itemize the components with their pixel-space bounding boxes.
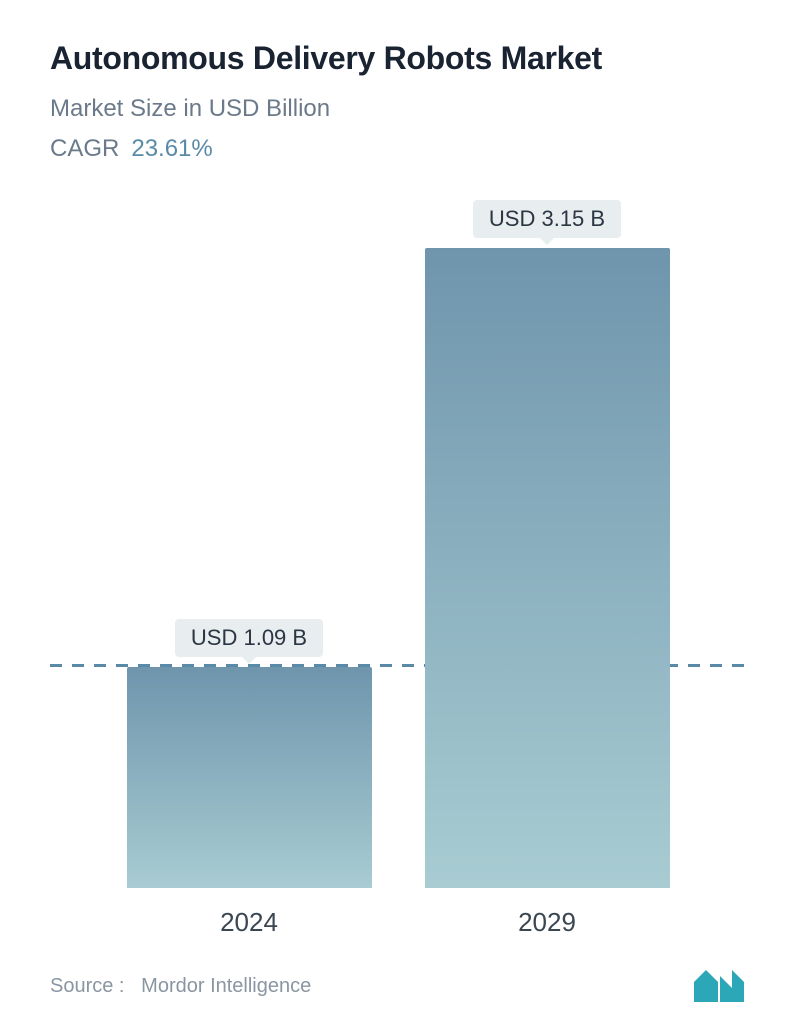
cagr-label: CAGR (50, 135, 119, 162)
chart-subtitle: Market Size in USD Billion (50, 95, 746, 123)
chart-title: Autonomous Delivery Robots Market (50, 40, 746, 77)
bar (425, 248, 670, 888)
x-axis-label: 2029 (425, 907, 670, 938)
bar-group: USD 1.09 B (127, 667, 372, 888)
chart-container: Autonomous Delivery Robots Market Market… (0, 0, 796, 1034)
plot-region: USD 1.09 BUSD 3.15 B (50, 248, 746, 888)
source-attribution: Source : Mordor Intelligence (50, 975, 311, 998)
value-badge: USD 3.15 B (473, 200, 621, 238)
bar (127, 667, 372, 888)
bars-group: USD 1.09 BUSD 3.15 B (100, 248, 696, 888)
x-axis-label: 2024 (127, 907, 372, 938)
brand-logo-icon (692, 968, 746, 1004)
chart-area: USD 1.09 BUSD 3.15 B 20242029 (50, 183, 746, 958)
source-name: Mordor Intelligence (141, 975, 311, 997)
bar-group: USD 3.15 B (425, 248, 670, 888)
x-axis-labels: 2024 2029 (100, 907, 696, 938)
chart-footer: Source : Mordor Intelligence (50, 958, 746, 1004)
value-badge: USD 1.09 B (175, 619, 323, 657)
source-prefix: Source : (50, 975, 124, 997)
cagr-value: 23.61% (131, 135, 212, 162)
cagr-row: CAGR 23.61% (50, 135, 746, 163)
